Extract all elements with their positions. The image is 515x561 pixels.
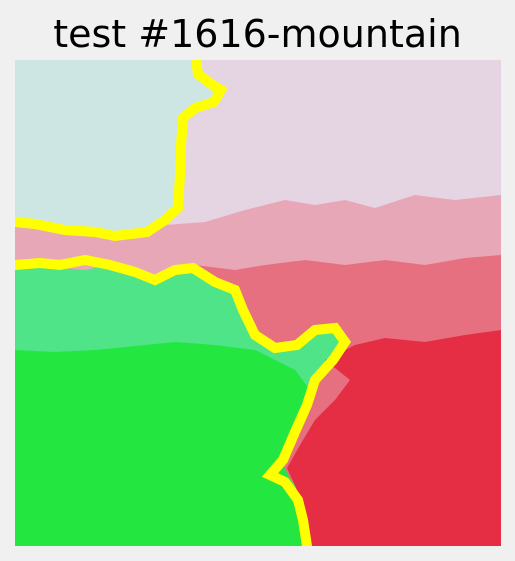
segmentation-map [15, 60, 501, 546]
region-boundaries [15, 60, 352, 546]
segmentation-canvas [15, 60, 501, 546]
region-red [287, 330, 501, 546]
boundary-middle [15, 254, 352, 546]
figure-title: test #1616-mountain [53, 12, 462, 56]
region-top-left [15, 60, 220, 235]
region-green [15, 342, 310, 546]
boundary-top-left [15, 60, 228, 242]
